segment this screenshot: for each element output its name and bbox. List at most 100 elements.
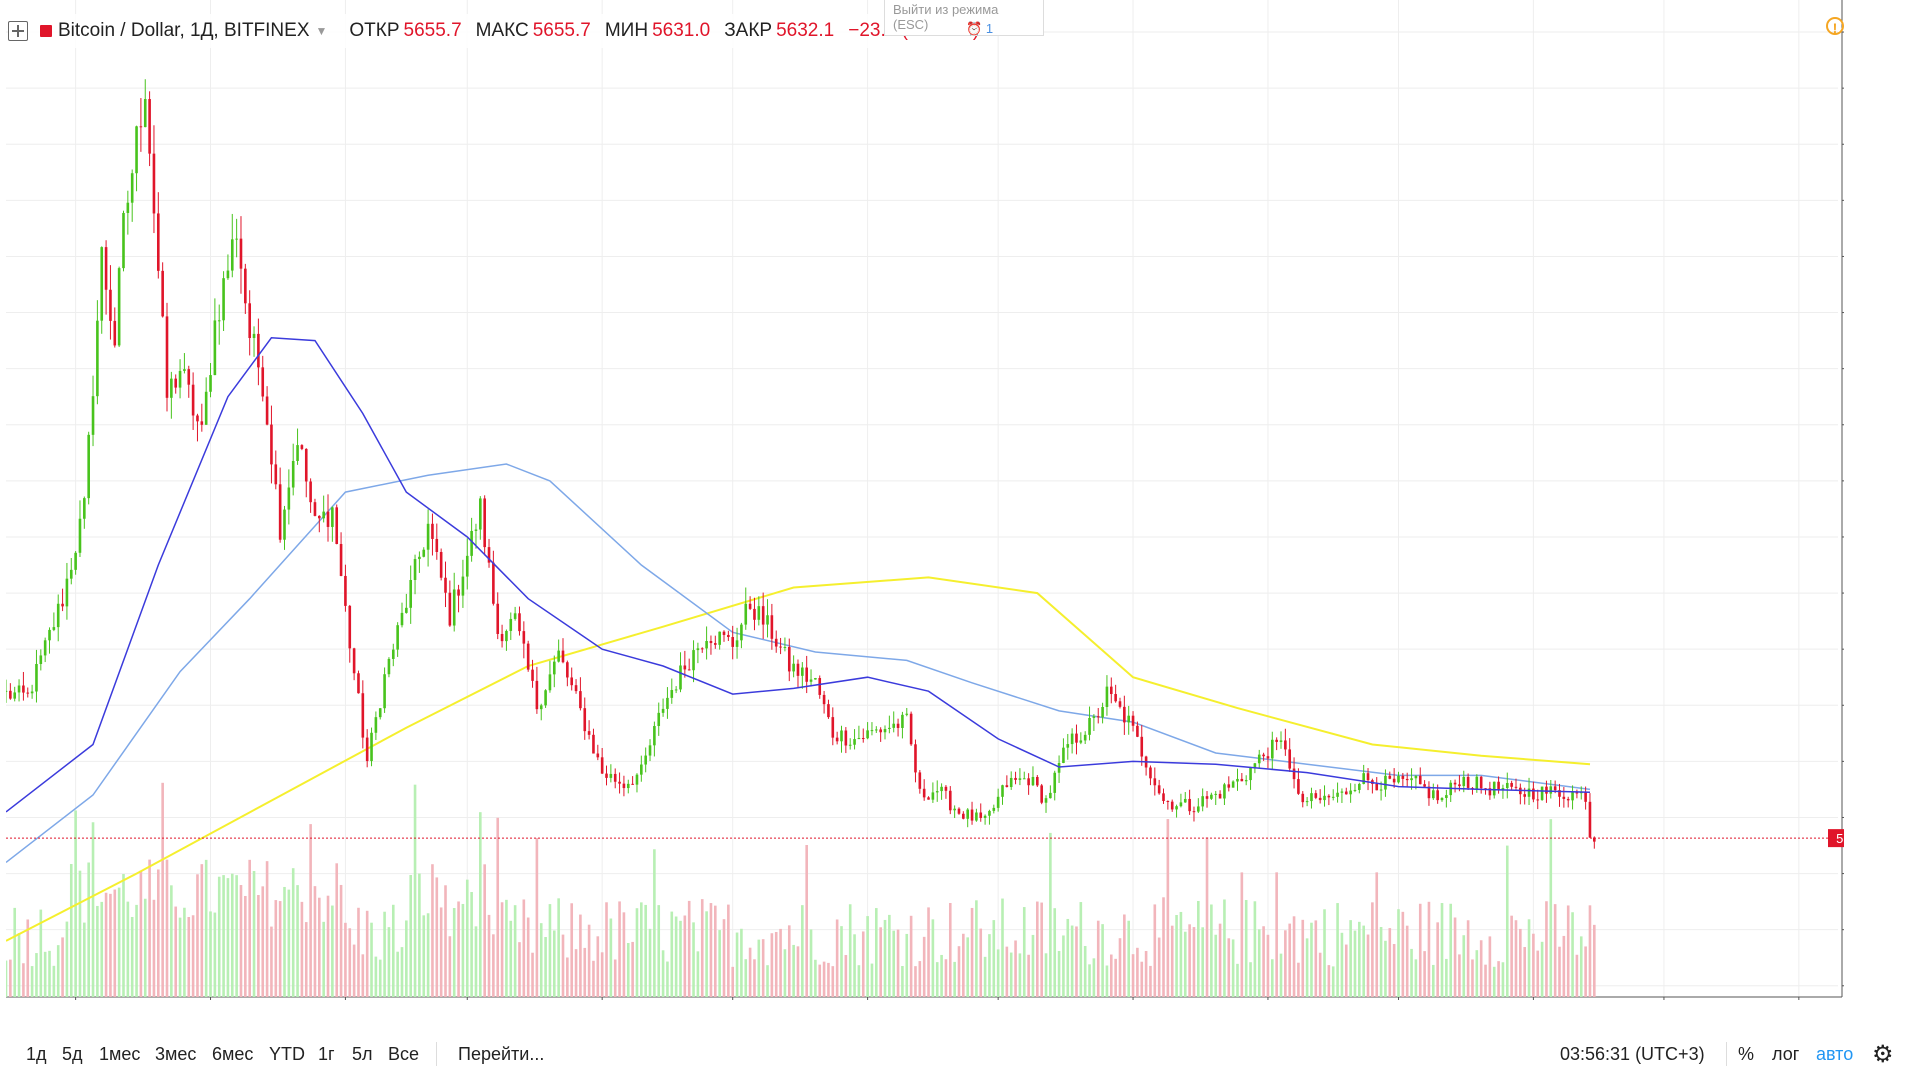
auto-toggle[interactable]: авто xyxy=(1816,1044,1854,1064)
range-1m[interactable]: 1мес xyxy=(99,1044,141,1064)
percent-toggle[interactable]: % xyxy=(1738,1044,1755,1064)
volume-bar xyxy=(522,899,526,997)
range-ytd[interactable]: YTD xyxy=(269,1044,305,1064)
volume-bar xyxy=(1571,912,1574,997)
candle-body xyxy=(104,247,108,290)
candle-body xyxy=(1114,694,1117,702)
goto-button[interactable]: Перейти... xyxy=(458,1044,545,1064)
volume-bar xyxy=(687,900,691,997)
volume-bar xyxy=(135,904,138,997)
volume-bar xyxy=(156,869,160,997)
volume-bar xyxy=(653,849,656,997)
candle-body xyxy=(648,745,652,756)
range-5d[interactable]: 5д xyxy=(62,1044,83,1064)
volume-bar xyxy=(579,914,582,997)
volume-bar xyxy=(740,928,743,997)
range-3m[interactable]: 3мес xyxy=(155,1044,197,1064)
candle-body xyxy=(1270,739,1274,759)
candle-body xyxy=(113,320,117,346)
volume-bar xyxy=(1140,961,1144,997)
candle-body xyxy=(592,734,595,754)
candle-body xyxy=(396,625,399,650)
volume-bar xyxy=(509,920,513,997)
candle-body xyxy=(1009,777,1013,788)
volume-bar xyxy=(1249,962,1252,997)
candle-body xyxy=(818,678,822,695)
candle-body xyxy=(1423,784,1426,787)
volume-bar xyxy=(1436,922,1439,997)
range-1d[interactable]: 1д xyxy=(26,1044,47,1064)
range-all[interactable]: Все xyxy=(388,1044,420,1064)
volume-bar xyxy=(792,944,795,997)
candle-body xyxy=(83,498,86,519)
clock[interactable]: 03:56:31 (UTC+3) xyxy=(1560,1044,1705,1064)
volume-bar xyxy=(692,922,695,997)
volume-bar xyxy=(22,963,25,997)
alarm-indicator[interactable]: ⏰ 1 xyxy=(966,21,994,36)
volume-bar xyxy=(1262,926,1265,997)
volume-bar xyxy=(922,936,926,997)
volume-bar xyxy=(505,899,508,997)
candle-body xyxy=(866,730,869,739)
candle-body xyxy=(204,391,208,425)
candle-body xyxy=(713,643,717,645)
candle-body xyxy=(1288,749,1292,769)
candle-body xyxy=(265,396,269,425)
range-5y[interactable]: 5л xyxy=(352,1044,373,1064)
volume-bar xyxy=(1301,919,1305,997)
candle-body xyxy=(687,669,691,671)
candle-body xyxy=(1362,773,1365,784)
volume-bar xyxy=(370,922,373,997)
candle-body xyxy=(318,515,321,519)
volume-bar xyxy=(531,952,534,997)
candle-body xyxy=(309,481,312,503)
volume-bar xyxy=(283,886,286,997)
volume-bar xyxy=(287,889,291,997)
candle-body xyxy=(674,689,678,691)
volume-bar xyxy=(875,908,878,997)
chevron-down-icon[interactable]: ▼ xyxy=(315,24,328,38)
volume-bar xyxy=(278,901,282,997)
volume-bar xyxy=(713,905,717,997)
candle-body xyxy=(1510,782,1513,787)
volume-bar xyxy=(448,936,452,997)
candle-body xyxy=(418,556,421,560)
volume-bar xyxy=(1179,911,1183,997)
candle-body xyxy=(1571,792,1574,801)
candle-body xyxy=(457,589,460,596)
price-chart[interactable]: 5632.120000.019000.018000.017000.016000.… xyxy=(6,0,1844,1000)
candle-body xyxy=(1018,778,1022,780)
candle-body xyxy=(931,792,935,800)
volume-bar xyxy=(91,822,95,997)
volume-bar xyxy=(9,959,12,997)
alarm-count: 1 xyxy=(985,21,994,36)
volume-bar xyxy=(570,903,574,997)
gear-icon[interactable]: ⚙ xyxy=(1872,1041,1894,1068)
warning-icon[interactable]: ! xyxy=(1826,17,1844,36)
range-1y[interactable]: 1г xyxy=(318,1044,335,1064)
expand-icon[interactable] xyxy=(8,21,28,41)
volume-bar xyxy=(787,925,791,997)
range-6m[interactable]: 6мес xyxy=(212,1044,254,1064)
candle-body xyxy=(196,415,199,422)
candle-body xyxy=(270,424,273,465)
volume-bar xyxy=(204,859,208,997)
volume-bar xyxy=(879,927,882,997)
volume-bar xyxy=(300,901,304,997)
candle-body xyxy=(705,641,708,649)
volume-bar xyxy=(853,934,856,997)
ma-slow-line xyxy=(6,576,1591,942)
log-toggle[interactable]: лог xyxy=(1772,1044,1800,1064)
volume-bar xyxy=(161,782,164,997)
symbol-title[interactable]: Bitcoin / Dollar, 1Д, BITFINEX xyxy=(58,20,310,41)
candle-body xyxy=(853,739,856,745)
volume-bar xyxy=(892,930,896,997)
volume-bar xyxy=(1144,950,1148,997)
volume-bar xyxy=(217,876,221,997)
candle-body xyxy=(1036,776,1039,786)
candle-body xyxy=(69,569,73,579)
volume-bar xyxy=(296,885,299,997)
volume-bar xyxy=(361,954,365,997)
low-label: МИН xyxy=(604,20,649,41)
volume-bar xyxy=(313,886,317,997)
